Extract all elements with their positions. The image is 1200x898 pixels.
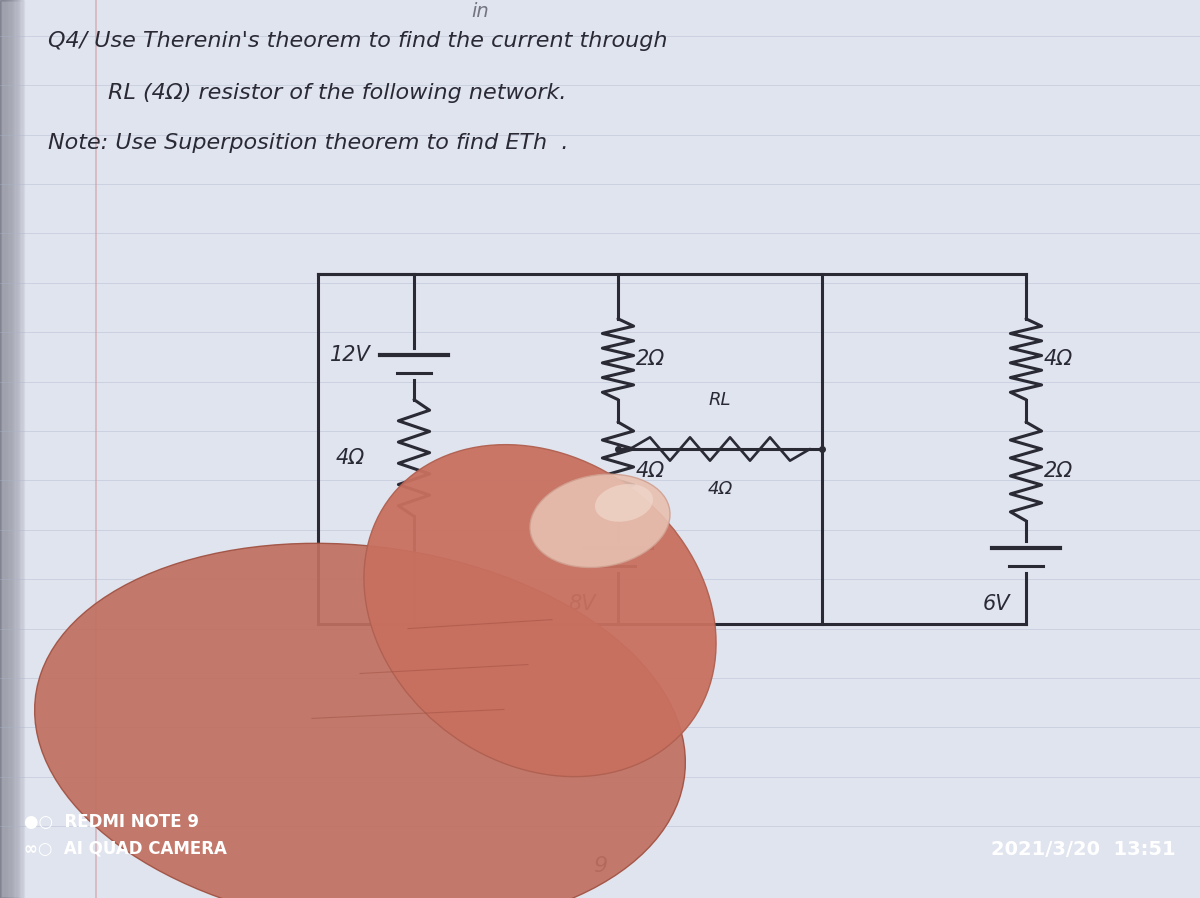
Bar (0, 0, 14, 898)
Bar (0, 0, 2, 898)
Text: 12V: 12V (330, 345, 371, 365)
Ellipse shape (530, 474, 670, 568)
Bar (0, 0, 17, 898)
Bar (0, 0, 5, 898)
Text: 4Ω: 4Ω (336, 448, 365, 468)
Bar (0, 0, 22, 898)
Ellipse shape (35, 543, 685, 898)
Bar (0, 0, 20, 898)
Bar (0, 0, 12, 898)
Bar (0, 0, 19, 898)
Text: Q4/ Use Therenin's theorem to find the current through: Q4/ Use Therenin's theorem to find the c… (48, 31, 667, 51)
Text: 6V: 6V (983, 594, 1009, 614)
Text: 4Ω: 4Ω (1044, 349, 1073, 369)
Text: 2Ω: 2Ω (636, 349, 665, 369)
Text: 4Ω: 4Ω (707, 480, 733, 498)
Text: Note: Use Superposition theorem to find ETh  .: Note: Use Superposition theorem to find … (48, 133, 569, 153)
Text: RL: RL (709, 391, 731, 409)
Bar (0, 0, 23, 898)
Bar (0, 0, 4, 898)
Bar (0, 0, 6, 898)
Bar (0, 0, 24, 898)
Text: RL (4Ω) resistor of the following network.: RL (4Ω) resistor of the following networ… (108, 83, 566, 102)
Text: 2021/3/20  13:51: 2021/3/20 13:51 (991, 840, 1176, 858)
Bar (0, 0, 18, 898)
Text: 8V: 8V (569, 594, 595, 614)
Bar (0, 0, 8, 898)
Text: in: in (472, 2, 488, 21)
Text: 2Ω: 2Ω (1044, 462, 1073, 481)
Text: ∞○  AI QUAD CAMERA: ∞○ AI QUAD CAMERA (24, 840, 227, 858)
Text: 9: 9 (593, 856, 607, 876)
Bar (0, 0, 10, 898)
Bar (0, 0, 16, 898)
Bar (0, 0, 13, 898)
Bar (0, 0, 11, 898)
Text: 4Ω: 4Ω (636, 462, 665, 481)
Text: ●○  REDMI NOTE 9: ●○ REDMI NOTE 9 (24, 813, 199, 831)
Bar (0, 0, 1, 898)
Ellipse shape (595, 484, 653, 522)
Ellipse shape (364, 445, 716, 777)
Bar (0, 0, 7, 898)
